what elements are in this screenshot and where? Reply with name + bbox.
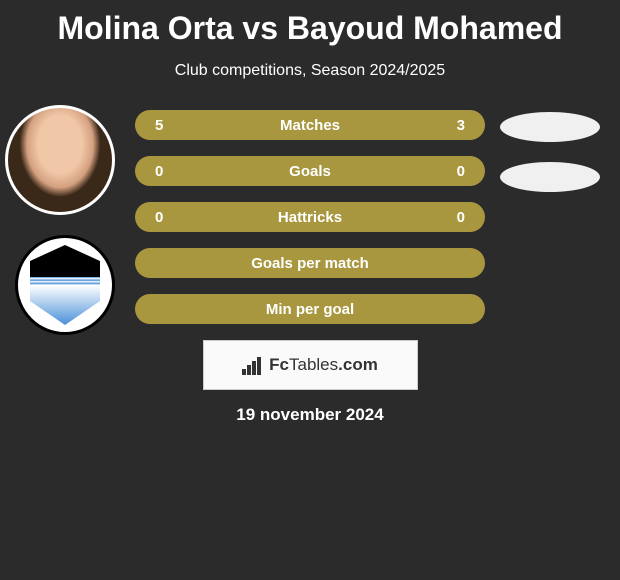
footer-date: 19 november 2024	[10, 405, 610, 425]
club-badge-icon	[30, 245, 100, 325]
stat-label: Goals per match	[251, 255, 369, 272]
chart-icon	[242, 355, 264, 375]
page-subtitle: Club competitions, Season 2024/2025	[0, 62, 620, 80]
stat-right-value: 0	[435, 163, 465, 180]
logo-box[interactable]: FcTables.com	[203, 340, 418, 390]
stat-left-value: 5	[155, 117, 185, 134]
stat-left-value: 0	[155, 163, 185, 180]
stat-row-goals: 0 Goals 0	[135, 156, 485, 186]
page-title: Molina Orta vs Bayoud Mohamed	[0, 10, 620, 47]
stat-row-matches: 5 Matches 3	[135, 110, 485, 140]
oval-shape	[500, 162, 600, 192]
right-oval-column	[500, 112, 600, 212]
stat-row-hattricks: 0 Hattricks 0	[135, 202, 485, 232]
logo-brand-text: FcTables.com	[269, 355, 378, 375]
stat-label: Hattricks	[185, 209, 435, 226]
stat-left-value: 0	[155, 209, 185, 226]
stat-label: Matches	[185, 117, 435, 134]
club-avatar	[15, 235, 115, 335]
player-avatar	[5, 105, 115, 215]
stat-row-min-per-goal: Min per goal	[135, 294, 485, 324]
stat-right-value: 0	[435, 209, 465, 226]
stat-right-value: 3	[435, 117, 465, 134]
avatar-column	[5, 110, 115, 335]
oval-shape	[500, 112, 600, 142]
stat-rows-container: 5 Matches 3 0 Goals 0 0 Hattricks 0 Goal…	[135, 110, 485, 324]
stat-row-goals-per-match: Goals per match	[135, 248, 485, 278]
stat-label: Min per goal	[266, 301, 354, 318]
stat-label: Goals	[185, 163, 435, 180]
